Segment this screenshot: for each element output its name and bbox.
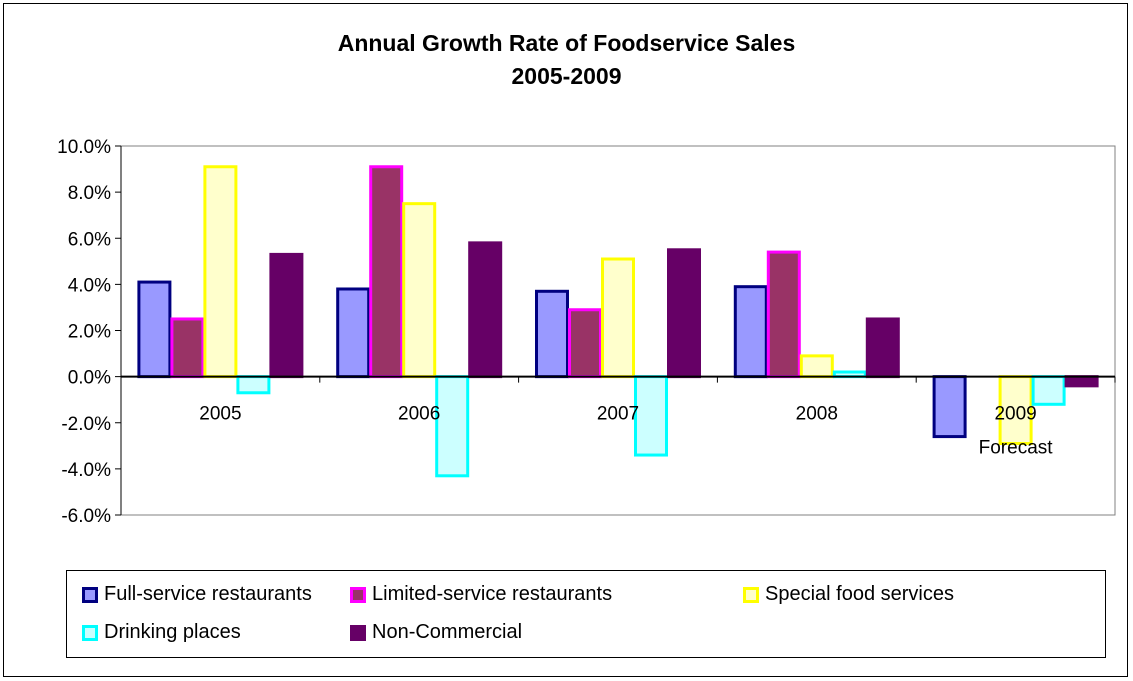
legend-swatch [350,624,366,641]
legend-swatch [82,586,98,603]
legend-label: Full-service restaurants [104,583,312,605]
legend-item: Non-Commercial [350,621,522,644]
chart-subtitle: 2005-2009 [511,63,622,89]
y-tick-label: -6.0% [61,506,111,527]
bar-non-commercial-2007 [667,248,701,379]
legend-label: Special food services [765,583,954,605]
bar-limited-service-restaurants-2008 [766,250,801,379]
bar-non-commercial-2008 [865,317,900,379]
legend-swatch [743,586,759,603]
chart-title: Annual Growth Rate of Foodservice Sales [337,30,796,56]
bar-drinking-places-2009 [1031,375,1066,406]
y-tick-label: 2.0% [68,322,111,343]
x-tick-label: 2005 [199,404,241,425]
bar-special-food-services-2005 [203,165,238,379]
x-tick-label: 2007 [597,404,639,425]
bar-non-commercial-2005 [269,252,304,379]
legend-swatch [350,586,366,603]
legend-label: Non-Commercial [372,621,523,643]
legend-item: Drinking places [82,621,241,644]
legend-item: Special food services [743,583,954,606]
bar-full-service-restaurants-2008 [733,285,768,379]
legend-item: Limited-service restaurants [350,583,612,606]
bar-special-food-services-2007 [601,257,635,379]
y-tick-label: 8.0% [68,183,111,204]
x-tick-sublabel: Forecast [979,438,1054,459]
bar-special-food-services-2009 [998,375,1033,446]
bar-limited-service-restaurants-2007 [568,308,602,379]
bar-drinking-places-2005 [236,375,271,395]
x-tick-label: 2008 [796,404,838,425]
y-tick-label: 10.0% [57,137,111,158]
bar-full-service-restaurants-2006 [336,287,371,379]
bar-special-food-services-2008 [799,354,834,379]
legend-item: Full-service restaurants [82,583,312,606]
y-tick-label: -2.0% [61,414,111,435]
bar-full-service-restaurants-2009 [932,375,967,439]
x-tick-label: 2009 [994,404,1036,425]
legend-label: Drinking places [104,621,241,643]
legend-label: Limited-service restaurants [372,583,613,605]
bar-drinking-places-2006 [435,375,470,478]
bar-limited-service-restaurants-2005 [170,317,205,379]
bar-drinking-places-2007 [634,375,668,457]
bar-full-service-restaurants-2005 [137,280,172,379]
bar-non-commercial-2006 [468,241,503,379]
y-tick-label: 0.0% [68,368,111,389]
y-tick-label: 4.0% [68,275,111,296]
y-tick-label: -4.0% [61,460,111,481]
x-tick-label: 2006 [398,404,440,425]
bar-full-service-restaurants-2007 [535,289,569,379]
chart-legend: Full-service restaurants Limited-service … [66,570,1106,658]
legend-swatch [82,624,98,641]
bar-non-commercial-2009 [1064,375,1099,388]
y-tick-label: 6.0% [68,229,111,250]
bar-limited-service-restaurants-2006 [369,165,404,379]
bar-special-food-services-2006 [402,202,437,379]
